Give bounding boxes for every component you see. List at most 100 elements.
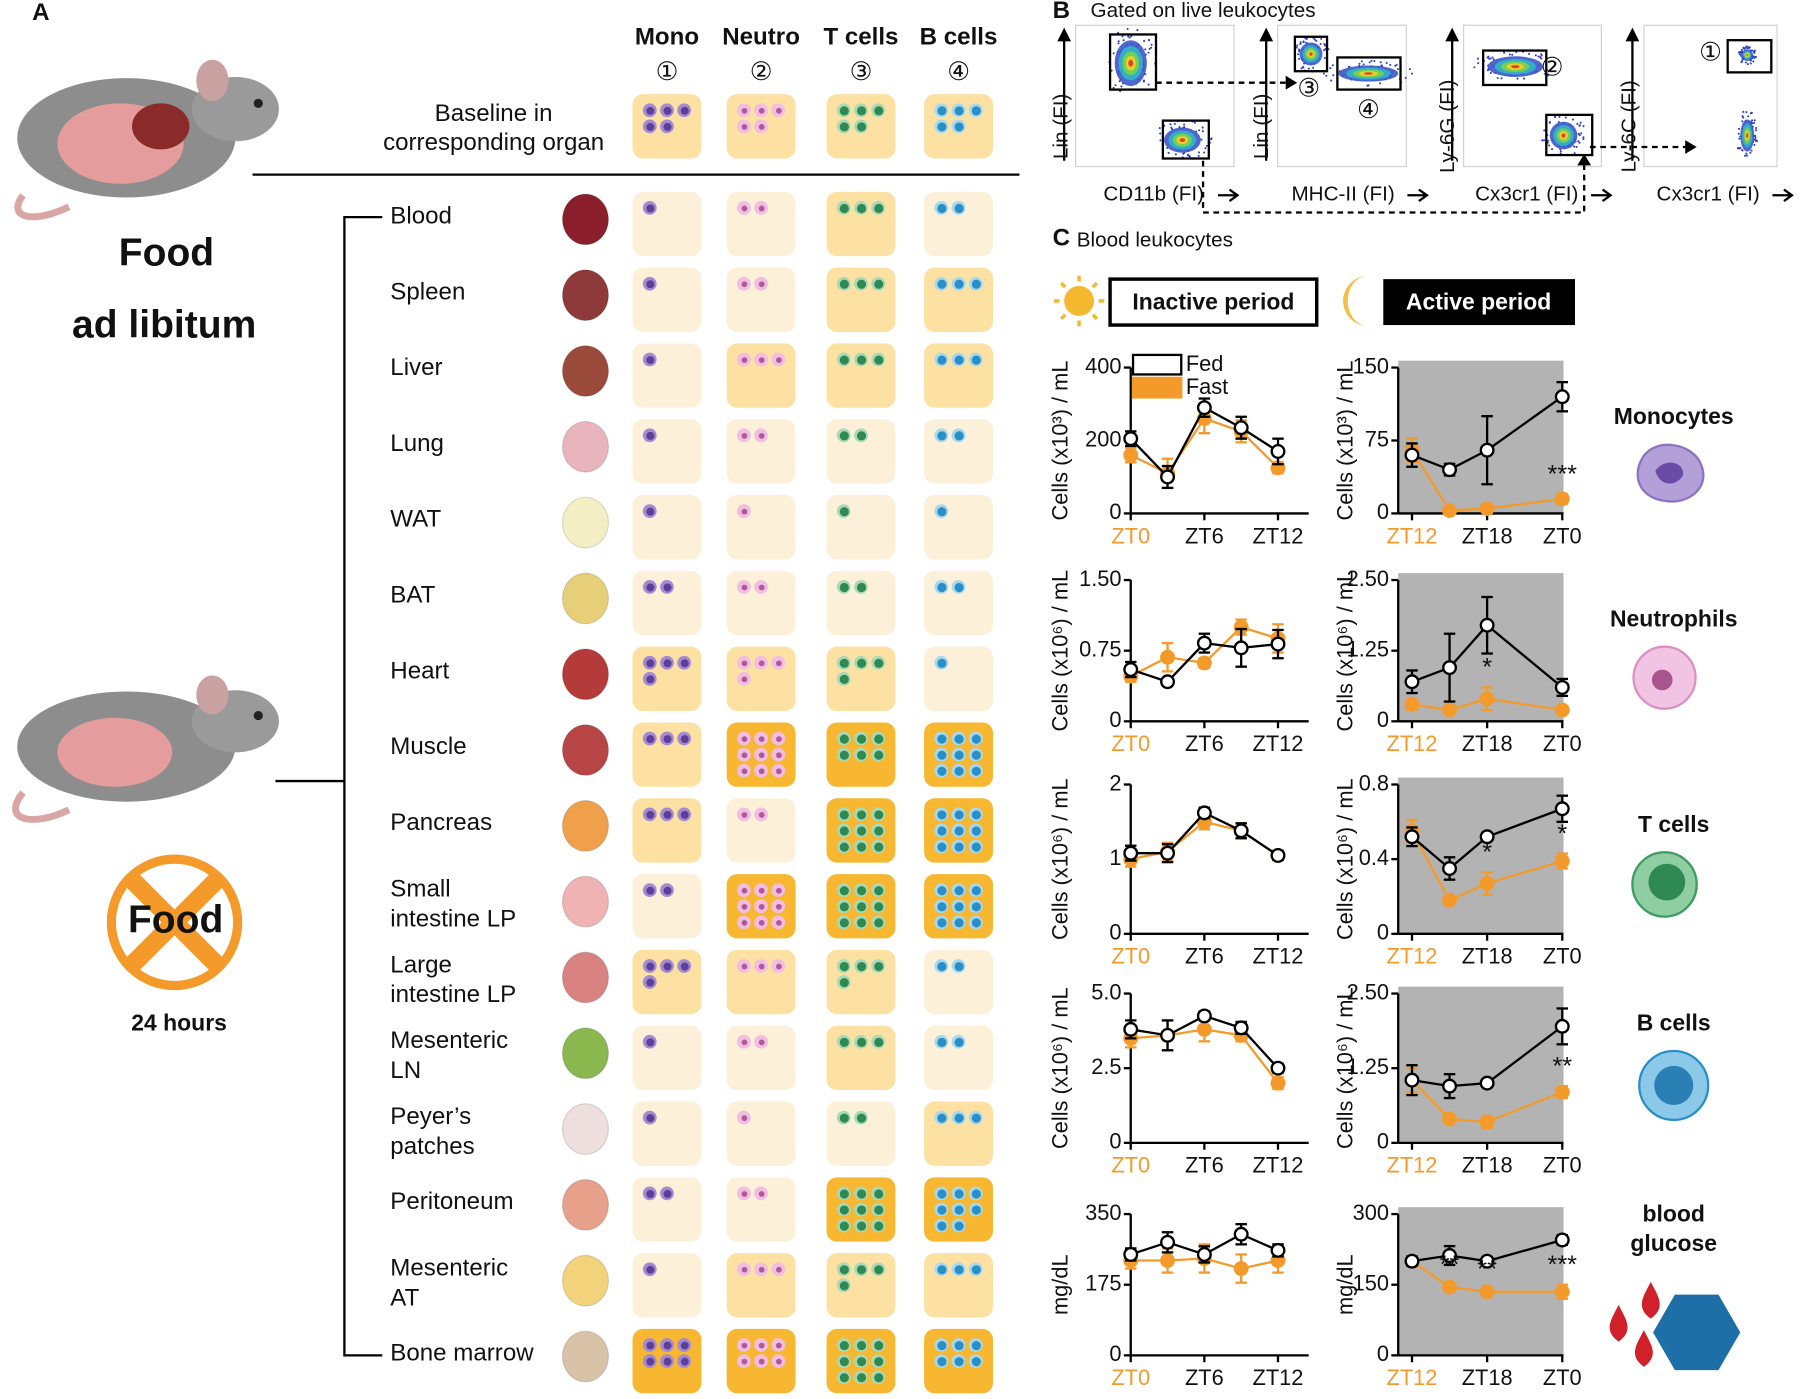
- marker: [1554, 679, 1570, 695]
- marker: [1270, 1060, 1286, 1076]
- flow-event: [1210, 137, 1213, 140]
- cell-nucleus: [954, 918, 964, 928]
- cell-nucleus: [954, 842, 964, 852]
- gate: [1108, 33, 1158, 91]
- cell-nucleus: [663, 583, 672, 592]
- cell-nucleus: [741, 584, 748, 591]
- cell-nucleus: [856, 1189, 867, 1199]
- marker: [1270, 443, 1286, 459]
- flow-event: [1745, 154, 1748, 157]
- gate: [1336, 56, 1402, 91]
- y-tick-label: 0: [1109, 920, 1121, 945]
- x-tick-label: ZT6: [1185, 523, 1224, 548]
- y-tick-label: 1.25: [1347, 1054, 1389, 1079]
- flow-event: [1143, 39, 1146, 42]
- cell-box: [632, 1253, 702, 1318]
- cell-nucleus: [776, 107, 782, 114]
- cell-nucleus: [758, 903, 765, 910]
- cell-nucleus: [937, 1037, 947, 1047]
- cell-nucleus: [856, 1221, 867, 1231]
- flow-event: [1738, 53, 1741, 56]
- row-label: T cells: [1638, 811, 1709, 837]
- cell-nucleus: [954, 826, 964, 836]
- cell-nucleus: [741, 508, 748, 515]
- marker: [1479, 1075, 1495, 1091]
- row-label: Neutrophils: [1610, 605, 1737, 631]
- marker: [1442, 462, 1458, 478]
- flow-event: [1754, 134, 1757, 137]
- y-axis-label: Cells (x10³) / mL: [1048, 361, 1073, 521]
- cell-nucleus: [758, 963, 765, 970]
- flow-event: [1750, 119, 1754, 122]
- cell-nucleus: [839, 203, 849, 214]
- marker: [1160, 1234, 1176, 1250]
- row-label: glucose: [1630, 1230, 1717, 1256]
- cell-nucleus: [856, 1037, 867, 1047]
- marker: [1404, 447, 1420, 463]
- cell-nucleus: [741, 963, 748, 970]
- mouse-fasted: [12, 675, 279, 823]
- y-tick-label: 150: [1353, 353, 1389, 378]
- cell-nucleus: [874, 203, 884, 214]
- organ-icon: [561, 800, 609, 852]
- cell-nucleus: [839, 1205, 849, 1215]
- cell-nucleus: [741, 1039, 748, 1046]
- flow-event: [1330, 79, 1333, 82]
- cell-nucleus: [937, 122, 947, 132]
- marker: [1160, 1253, 1176, 1268]
- cell-box: [632, 1025, 702, 1091]
- no-food-sign: [106, 854, 243, 991]
- cell-nucleus: [954, 766, 964, 776]
- cell-nucleus: [839, 750, 849, 760]
- cell-nucleus: [839, 826, 849, 836]
- y-tick-label: 0.4: [1359, 845, 1389, 870]
- cell-nucleus: [874, 886, 884, 896]
- flow-density: [1746, 54, 1749, 56]
- cell-nucleus: [663, 735, 672, 744]
- neutrophil-nucleus: [1651, 669, 1673, 691]
- marker: [1479, 442, 1495, 458]
- y-tick-label: 300: [1353, 1200, 1389, 1225]
- row-label: Monocytes: [1614, 403, 1734, 429]
- flow-event: [1745, 111, 1748, 114]
- organ-name: Spleen: [390, 278, 465, 305]
- y-tick-label: 400: [1085, 353, 1121, 378]
- cell-nucleus: [741, 1266, 748, 1273]
- cell-nucleus: [758, 736, 765, 742]
- cell-nucleus: [971, 1357, 981, 1367]
- marker: [1123, 1246, 1139, 1262]
- cell-nucleus: [758, 584, 765, 591]
- marker: [1442, 1279, 1458, 1295]
- cell-nucleus: [874, 918, 884, 928]
- flow-event: [1577, 140, 1580, 143]
- x-tick-label: ZT6: [1185, 1365, 1224, 1390]
- flow-event: [1299, 41, 1302, 44]
- flow-event: [1582, 138, 1585, 141]
- cell-nucleus: [680, 735, 689, 744]
- flow-event: [1753, 49, 1756, 52]
- panel-label: B: [1053, 0, 1070, 24]
- marker: [1160, 1027, 1176, 1043]
- organ-icon: [561, 875, 609, 928]
- flow-event: [1477, 62, 1480, 65]
- cell-nucleus: [663, 1357, 672, 1366]
- cell-nucleus: [758, 205, 765, 212]
- flow-event: [1744, 61, 1747, 64]
- cell-nucleus: [646, 962, 655, 971]
- flow-event: [1150, 46, 1153, 49]
- flow-arrow: [1407, 188, 1429, 202]
- flow-event: [1755, 139, 1759, 142]
- flow-arrow: [1772, 188, 1794, 202]
- cell-nucleus: [776, 660, 782, 667]
- flow-event: [1122, 39, 1125, 42]
- flow-event: [1742, 116, 1745, 119]
- cell-nucleus: [758, 660, 765, 667]
- cell-nucleus: [971, 766, 981, 776]
- flow-event: [1121, 35, 1124, 38]
- organ-name: WAT: [390, 506, 441, 533]
- y-axis-label: mg/dL: [1048, 1254, 1073, 1315]
- column-number: ④: [947, 58, 970, 86]
- flow-event: [1742, 110, 1745, 113]
- marker: [1442, 702, 1458, 718]
